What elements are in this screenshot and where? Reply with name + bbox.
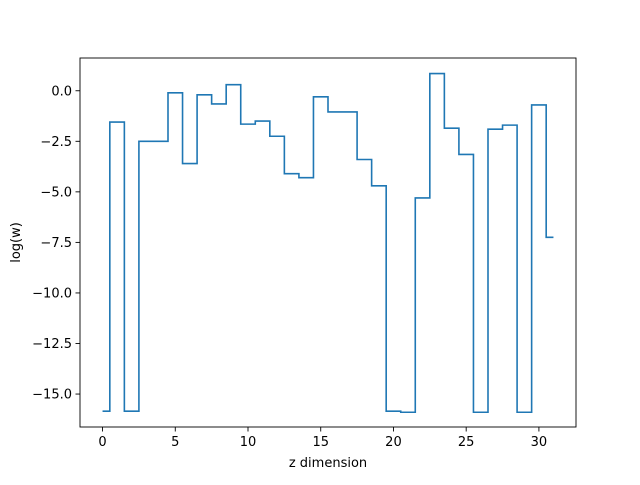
- plot-area: [102, 72, 554, 414]
- y-axis-ticks: 0.0 −2.5 −5.0 −7.5 −10.0 −12.5 −15.0: [32, 84, 80, 403]
- x-tick-label: 10: [240, 435, 257, 450]
- x-tick-label: 15: [312, 435, 329, 450]
- y-tick-label: −12.5: [32, 337, 72, 352]
- y-axis-label: log(w): [9, 222, 24, 263]
- y-tick-label: −10.0: [32, 286, 72, 301]
- x-axis-ticks: 0 5 10 15 20 25 30: [98, 427, 547, 450]
- x-tick-label: 25: [458, 435, 475, 450]
- x-axis-label: z dimension: [289, 456, 367, 471]
- x-tick-label: 20: [385, 435, 402, 450]
- x-tick-label: 0: [98, 435, 106, 450]
- y-tick-label: −15.0: [32, 388, 72, 403]
- x-tick-label: 5: [171, 435, 179, 450]
- x-tick-label: 30: [531, 435, 548, 450]
- series-line: [102, 72, 554, 414]
- y-tick-label: −2.5: [40, 135, 72, 150]
- plot-frame: [79, 57, 577, 428]
- y-tick-label: −7.5: [40, 236, 72, 251]
- y-tick-label: −5.0: [40, 185, 72, 200]
- y-tick-label: 0.0: [51, 84, 72, 99]
